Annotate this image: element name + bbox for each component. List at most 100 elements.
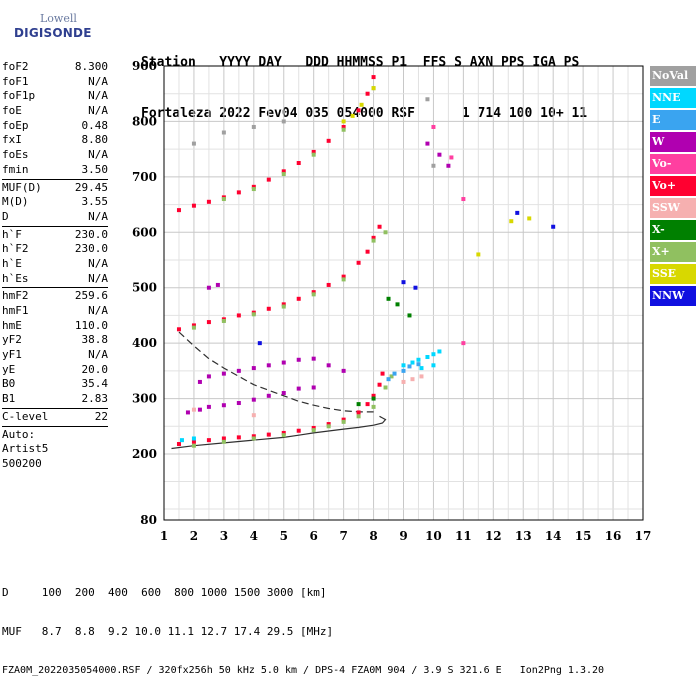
data-point-vo- bbox=[296, 428, 301, 433]
param-row: foEp 0.48 bbox=[2, 119, 108, 134]
data-point-vo- bbox=[266, 306, 271, 311]
data-point-w bbox=[266, 393, 271, 398]
data-point-w bbox=[311, 385, 316, 390]
param-name: MUF(D) bbox=[2, 180, 42, 194]
data-point-vo- bbox=[206, 199, 211, 204]
param-name: foF2 bbox=[2, 60, 29, 73]
x-tick-label: 8 bbox=[369, 529, 377, 543]
data-point-nne bbox=[179, 438, 184, 443]
param-name: fmin bbox=[2, 162, 29, 176]
data-point-w bbox=[266, 363, 271, 368]
param-row: D N/A bbox=[2, 210, 108, 225]
param-value: N/A bbox=[88, 148, 108, 162]
param-value: N/A bbox=[88, 209, 108, 223]
param-value: 110.0 bbox=[74, 318, 108, 332]
param-name: yF1 bbox=[2, 348, 22, 362]
data-point-vo- bbox=[281, 302, 286, 307]
data-point-nne bbox=[425, 355, 430, 359]
data-point-vo- bbox=[326, 422, 331, 427]
data-point-vo- bbox=[281, 430, 286, 435]
data-point-vo- bbox=[365, 249, 370, 254]
data-point-ssw bbox=[419, 374, 424, 379]
data-point-vo- bbox=[281, 169, 286, 174]
legend-item: E bbox=[650, 110, 696, 130]
data-point-nne bbox=[401, 363, 406, 368]
data-point-x- bbox=[383, 230, 388, 235]
x-tick-label: 2 bbox=[190, 529, 198, 543]
plot-frame bbox=[163, 65, 644, 521]
data-point-vo- bbox=[371, 393, 376, 398]
x-tick-label: 7 bbox=[339, 529, 347, 543]
param-value: 230.0 bbox=[74, 227, 108, 241]
x-tick-label: 13 bbox=[515, 529, 532, 543]
data-point-vo- bbox=[176, 208, 181, 213]
footer-muf-row: MUF 8.7 8.8 9.2 10.0 11.1 12.7 17.4 29.5… bbox=[2, 625, 334, 638]
param-name: C-level bbox=[2, 409, 49, 423]
data-point-vo- bbox=[251, 184, 256, 189]
legend-item: W bbox=[650, 132, 696, 152]
data-point-e bbox=[416, 362, 421, 367]
param-value: 2.83 bbox=[81, 392, 109, 406]
data-point-vo- bbox=[311, 290, 316, 295]
data-point-w bbox=[236, 368, 241, 373]
data-point-vo- bbox=[191, 439, 196, 444]
legend-item: X+ bbox=[650, 242, 696, 262]
data-point-noval bbox=[251, 124, 256, 129]
legend-item: Vo- bbox=[650, 154, 696, 174]
data-point-vo- bbox=[326, 138, 331, 143]
data-point-w bbox=[296, 386, 301, 391]
param-name: M(D) bbox=[2, 195, 29, 209]
ionogram-chart: 1 2 3 4 5 6 7 8 9 10 11 12 13 14 15 16 17802003004005006… bbox=[132, 59, 651, 543]
legend-item: Vo+ bbox=[650, 176, 696, 196]
param-row: B0 35.4 bbox=[2, 377, 108, 392]
data-point-noval bbox=[431, 163, 436, 168]
param-name: h`F2 bbox=[2, 242, 29, 256]
data-point-x- bbox=[383, 385, 388, 390]
data-point-w bbox=[281, 391, 286, 396]
param-separator bbox=[2, 287, 108, 289]
param-value: 35.4 bbox=[81, 377, 109, 391]
data-point-sse bbox=[527, 216, 532, 221]
data-point-w bbox=[251, 366, 256, 371]
param-value: 29.45 bbox=[74, 180, 108, 194]
x-tick-label: 9 bbox=[399, 529, 407, 543]
data-point-ssw bbox=[401, 379, 406, 384]
legend-item: SSW bbox=[650, 198, 696, 218]
x-tick-label: 5 bbox=[280, 529, 288, 543]
data-point-w bbox=[311, 356, 316, 361]
data-point-nne bbox=[191, 436, 196, 441]
profile-curve-solid bbox=[171, 415, 387, 450]
param-name: h`F bbox=[2, 227, 22, 241]
legend-item: X- bbox=[650, 220, 696, 240]
x-tick-label: 16 bbox=[605, 529, 622, 543]
data-point-x- bbox=[251, 312, 256, 317]
data-point-vo- bbox=[365, 402, 370, 407]
param-name: foEp bbox=[2, 118, 29, 132]
data-point-vo- bbox=[266, 432, 271, 437]
data-point-x- bbox=[251, 436, 256, 441]
data-point-vo- bbox=[311, 425, 316, 430]
x-tick-label: 15 bbox=[575, 529, 592, 543]
param-row: h`Es N/A bbox=[2, 272, 108, 287]
param-row: hmF1 N/A bbox=[2, 304, 108, 319]
data-point-nnw bbox=[551, 224, 556, 229]
data-point-vo- bbox=[326, 282, 331, 287]
param-name: B0 bbox=[2, 377, 16, 391]
data-point-w bbox=[197, 407, 202, 412]
param-row: B1 2.83 bbox=[2, 392, 108, 407]
param-row: fxI 8.80 bbox=[2, 133, 108, 148]
data-point-sse bbox=[341, 119, 346, 124]
legend-item: NNE bbox=[650, 88, 696, 108]
y-tick-label: 900 bbox=[132, 59, 157, 73]
param-name: hmF1 bbox=[2, 304, 29, 317]
data-point-w bbox=[197, 379, 202, 384]
x-tick-label: 12 bbox=[485, 529, 502, 543]
y-tick-label: 300 bbox=[132, 392, 157, 406]
data-point-vo- bbox=[341, 124, 346, 129]
y-tick-label: 600 bbox=[132, 225, 157, 239]
param-value: 38.8 bbox=[81, 333, 109, 347]
data-point-x- bbox=[311, 152, 316, 157]
param-row: yF1 N/A bbox=[2, 348, 108, 363]
data-point-x- bbox=[191, 443, 196, 448]
param-separator bbox=[2, 225, 108, 227]
